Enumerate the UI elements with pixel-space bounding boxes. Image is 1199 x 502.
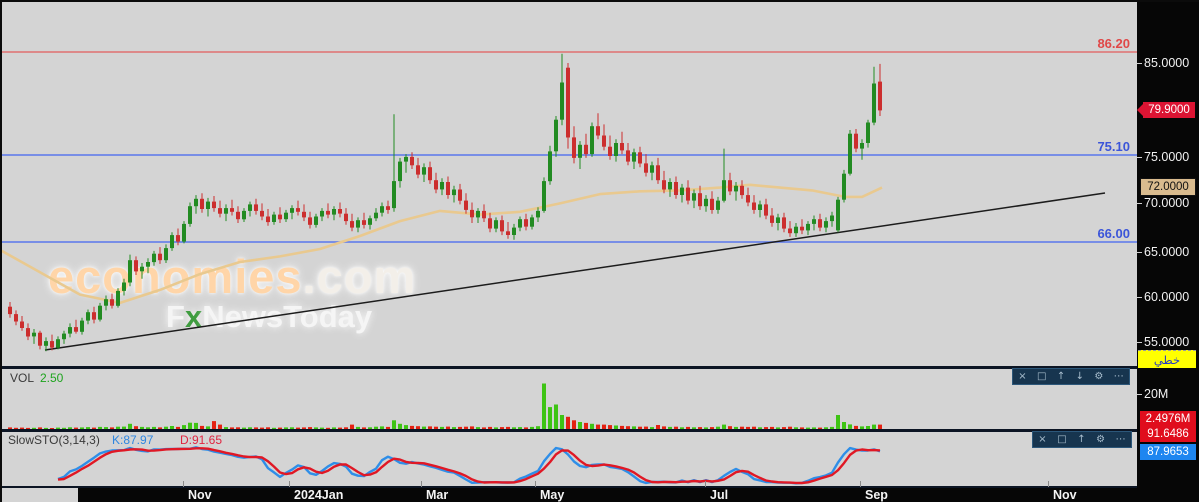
y-axis-tick [1137, 251, 1142, 253]
separator-volume-stochastic[interactable] [0, 429, 1137, 432]
stochastic-panel-toolbar: × □ ↑ ⚙ ⋯ [1032, 431, 1132, 448]
y-axis-tick [1137, 156, 1142, 158]
x-axis-tick [289, 481, 290, 487]
maximize-icon[interactable]: □ [1057, 433, 1067, 445]
y-axis-label: 60.0000 [1137, 289, 1199, 305]
move-up-icon[interactable]: ↑ [1056, 370, 1066, 382]
y-axis-tick [1137, 296, 1142, 298]
time-axis[interactable]: Nov 2024Jan Mar May Jul Sep Nov [78, 488, 1199, 502]
chart-canvas[interactable] [0, 0, 1137, 488]
x-axis-tick [421, 481, 422, 487]
volume-panel-toolbar: × □ ↑ ↓ ⚙ ⋯ [1012, 368, 1130, 385]
x-axis-label: 2024Jan [294, 488, 344, 502]
price-badge-red-arrow: 79.9000 [1137, 102, 1195, 118]
x-axis-tick [1048, 481, 1049, 487]
x-axis-label: Nov [188, 488, 212, 502]
y-axis-label: 75.0000 [1137, 149, 1199, 165]
stochastic-d-value: D:91.65 [180, 433, 223, 447]
window-left-border [0, 0, 2, 502]
stochastic-d-line [57, 447, 881, 485]
more-icon[interactable]: ⋯ [1115, 433, 1126, 445]
x-axis-label: Nov [1053, 488, 1077, 502]
y-axis-label: 70.0000 [1137, 195, 1199, 211]
x-axis-label: Sep [865, 488, 888, 502]
move-up-icon[interactable]: ↑ [1077, 433, 1086, 445]
y-axis-tick [1137, 341, 1142, 343]
x-axis-tick [183, 481, 184, 487]
close-icon[interactable]: × [1018, 370, 1027, 382]
separator-main-volume[interactable] [0, 366, 1137, 369]
support-price-label: 66.00 [1097, 226, 1130, 241]
y-axis-tick [1137, 62, 1142, 64]
settings-icon[interactable]: ⚙ [1094, 370, 1104, 382]
y-axis-label: 20M [1137, 386, 1199, 402]
settings-icon[interactable]: ⚙ [1096, 433, 1106, 445]
stochastic-k-value: K:87.97 [112, 433, 154, 447]
y-axis-tick [1137, 202, 1142, 204]
price-badge-tan: 72.0000 [1140, 178, 1196, 196]
volume-panel-label: VOL [10, 371, 35, 385]
separator-stochastic-axis [0, 486, 1137, 488]
more-icon[interactable]: ⋯ [1113, 370, 1124, 382]
x-axis-label: Mar [426, 488, 449, 502]
price-axis[interactable]: 85.0000 75.0000 70.0000 65.0000 60.0000 55.00… [1137, 0, 1199, 502]
y-axis-tick [1137, 393, 1142, 395]
close-icon[interactable]: × [1038, 433, 1047, 445]
price-badge-red: 91.6486 [1140, 426, 1196, 442]
stochastic-panel-label: SlowSTO(3,14,3) [8, 433, 100, 447]
y-axis-label: 85.0000 [1137, 55, 1199, 71]
window-top-border [0, 0, 1199, 2]
moving-average-line [0, 183, 883, 305]
volume-panel-value: 2.50 [40, 371, 64, 385]
x-axis-tick [860, 481, 861, 487]
price-badge-blue: 87.9653 [1140, 444, 1196, 460]
x-axis-label: Jul [710, 488, 729, 502]
resistance-price-label: 86.20 [1097, 36, 1130, 51]
trendline [44, 192, 1106, 351]
x-axis-tick [535, 481, 536, 487]
y-axis-label: 55.0000 [1137, 334, 1199, 350]
support-price-label: 75.10 [1097, 139, 1130, 154]
y-axis-label: 65.0000 [1137, 244, 1199, 260]
scale-mode-badge[interactable]: خطي [1138, 350, 1196, 368]
price-badge-red: 2.4976M [1140, 411, 1196, 427]
maximize-icon[interactable]: □ [1036, 370, 1047, 382]
x-axis-tick [705, 481, 706, 487]
x-axis-label: May [540, 488, 565, 502]
move-down-icon[interactable]: ↓ [1075, 370, 1084, 382]
